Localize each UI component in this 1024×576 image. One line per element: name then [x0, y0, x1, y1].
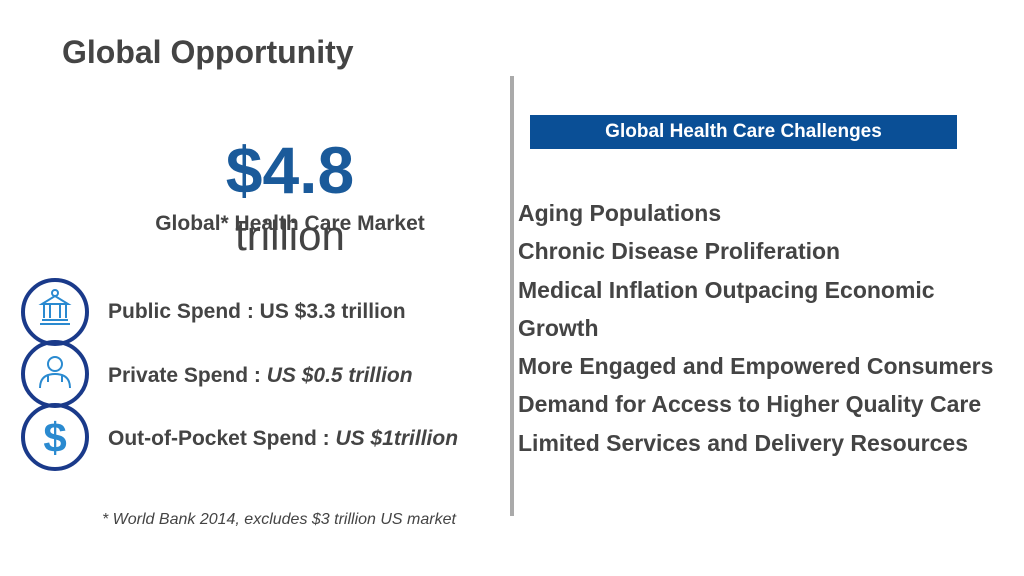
market-label: Global* Health Care Market: [155, 212, 425, 235]
challenges-title: Global Health Care Challenges: [530, 115, 957, 149]
spend-label: Private Spend :: [108, 364, 267, 387]
challenge-item: Medical Inflation Outpacing Economic Gro…: [518, 276, 935, 341]
challenge-item: Chronic Disease Proliferation: [518, 238, 841, 265]
challenge-item: More Engaged and Empowered Consumers: [518, 353, 994, 380]
spend-private: Private Spend : US $0.5 trillion: [108, 364, 413, 388]
spend-value: US $0.5 trillion: [266, 364, 413, 387]
market-unit: trillion: [235, 212, 345, 259]
spend-label: Out-of-Pocket Spend :: [108, 427, 336, 450]
challenge-item: Limited Services and Delivery Resources: [518, 429, 968, 456]
spend-oop: Out-of-Pocket Spend : US $1trillion: [108, 427, 458, 451]
spend-value: US $1trillion: [335, 427, 459, 450]
challenge-item: Demand for Access to Higher Quality Care: [518, 391, 982, 418]
footnote: * World Bank 2014, excludes $3 trillion …: [102, 511, 456, 528]
market-amount: $4.8: [225, 133, 355, 207]
divider: [510, 76, 514, 516]
slide-title: Global Opportunity: [62, 34, 354, 70]
spend-icons: $: [21, 278, 89, 471]
challenge-item: Aging Populations: [518, 200, 722, 226]
challenges-list: Aging Populations Chronic Disease Prolife…: [518, 194, 1008, 462]
svg-text:$: $: [43, 414, 66, 461]
spend-public: Public Spend : US $3.3 trillion: [108, 300, 406, 324]
spend-label: Public Spend : US $3.3 trillion: [108, 300, 406, 323]
